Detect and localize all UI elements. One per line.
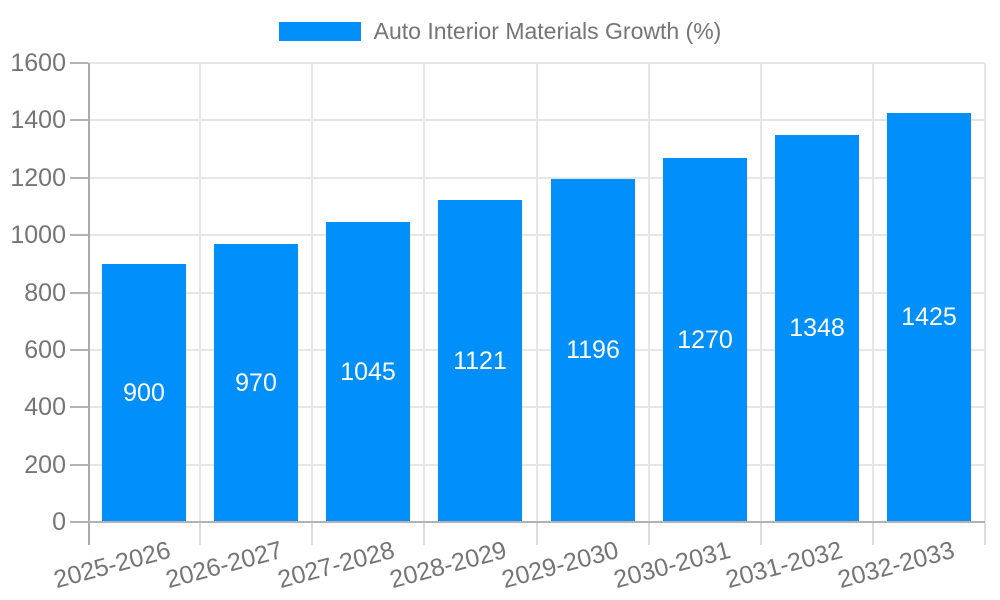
x-tick-label: 2027-2028 — [274, 536, 398, 595]
bar-2027-2028[interactable]: 1045 — [326, 222, 410, 522]
plot-area: 900 970 1045 1121 1196 1270 1348 1425 — [88, 62, 986, 522]
y-tick-label: 0 — [52, 508, 66, 536]
x-tick-label: 2032-2033 — [835, 536, 958, 595]
x-tick-label: 2031-2032 — [723, 536, 846, 595]
y-tick-label: 1000 — [10, 221, 66, 250]
bar-value-label: 900 — [123, 378, 165, 407]
bar-2025-2026[interactable]: 900 — [102, 264, 186, 522]
y-tick-label: 1200 — [10, 163, 66, 192]
y-tick-mark — [70, 463, 88, 466]
bar-2026-2027[interactable]: 970 — [214, 244, 298, 522]
v-gridline — [199, 63, 202, 522]
x-tick-label: 2026-2027 — [162, 536, 286, 595]
bar-value-label: 1121 — [453, 346, 507, 375]
bar-value-label: 1196 — [566, 336, 620, 364]
y-tick-mark — [70, 119, 88, 122]
x-tick-mark — [647, 523, 650, 545]
y-tick-mark — [70, 62, 88, 64]
y-tick-mark — [70, 521, 88, 523]
bar-2029-2030[interactable]: 1196 — [551, 179, 635, 522]
v-gridline — [311, 63, 314, 522]
v-gridline — [871, 63, 874, 522]
y-tick-mark — [70, 406, 88, 409]
v-gridline — [647, 63, 650, 522]
legend-swatch-icon — [278, 22, 361, 41]
chart-legend[interactable]: Auto Interior Materials Growth (%) — [0, 20, 1000, 43]
v-gridline — [984, 63, 986, 522]
y-tick-mark — [70, 176, 88, 179]
bar-value-label: 1425 — [901, 303, 957, 331]
y-axis-line — [88, 63, 90, 545]
y-tick-mark — [70, 291, 88, 294]
x-tick-mark — [199, 523, 202, 545]
y-tick-mark — [70, 234, 88, 237]
bar-value-label: 970 — [235, 368, 277, 397]
legend-label: Auto Interior Materials Growth (%) — [373, 18, 722, 44]
bar-2031-2032[interactable]: 1348 — [775, 135, 859, 522]
x-tick-mark — [759, 523, 762, 545]
x-tick-mark — [871, 523, 874, 545]
bar-2030-2031[interactable]: 1270 — [663, 158, 747, 522]
y-tick-label: 1400 — [10, 106, 66, 135]
x-tick-mark — [535, 523, 538, 545]
x-tick-label: 2025-2026 — [50, 536, 174, 595]
y-tick-label: 400 — [24, 393, 66, 422]
x-tick-label: 2030-2031 — [610, 536, 734, 595]
x-tick-mark — [984, 523, 986, 545]
x-axis-line — [70, 521, 985, 523]
y-tick-label: 800 — [24, 278, 66, 307]
y-tick-label: 200 — [24, 450, 66, 479]
x-tick-mark — [311, 523, 314, 545]
x-tick-label: 2028-2029 — [386, 536, 510, 595]
y-tick-mark — [70, 348, 88, 351]
y-tick-label: 600 — [24, 335, 66, 364]
v-gridline — [423, 63, 426, 522]
v-gridline — [759, 63, 762, 522]
x-tick-mark — [423, 523, 426, 545]
v-gridline — [535, 63, 538, 522]
bar-value-label: 1348 — [789, 314, 845, 342]
bar-2032-2033[interactable]: 1425 — [887, 113, 971, 522]
y-tick-label: 1600 — [10, 49, 66, 77]
x-tick-label: 2029-2030 — [498, 536, 622, 595]
bar-2028-2029[interactable]: 1121 — [438, 200, 522, 522]
bar-value-label: 1270 — [677, 325, 733, 354]
bar-value-label: 1045 — [340, 357, 396, 386]
